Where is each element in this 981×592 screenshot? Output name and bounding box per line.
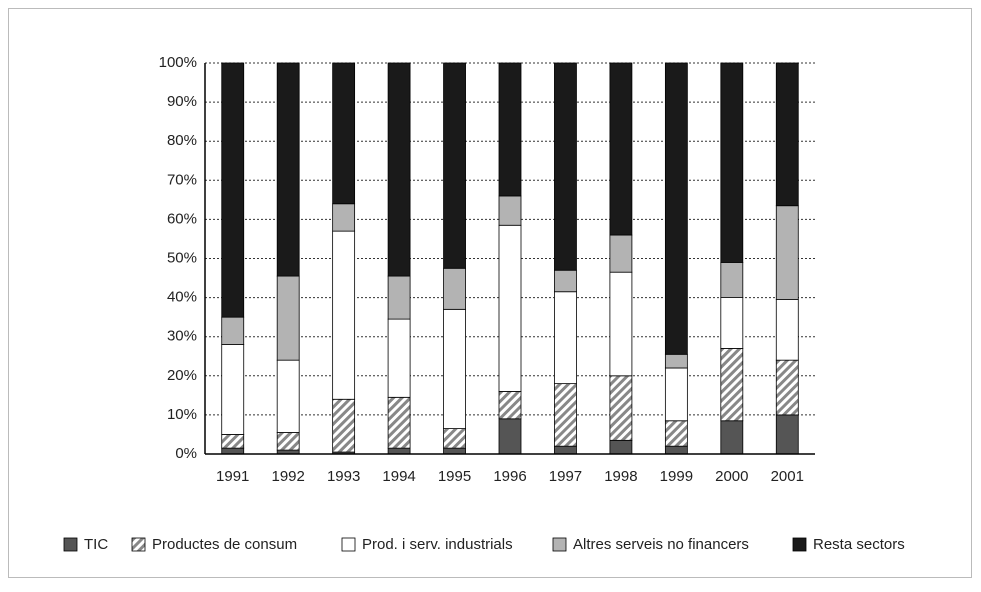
y-tick-label: 10% bbox=[167, 406, 197, 423]
bar-segment bbox=[221, 344, 245, 435]
bar-segment bbox=[332, 62, 356, 205]
x-tick-label: 1991 bbox=[216, 468, 249, 485]
bar-segment bbox=[609, 234, 633, 273]
y-tick-label: 40% bbox=[167, 289, 197, 306]
bar-segment bbox=[387, 396, 411, 449]
bar-segment bbox=[609, 375, 633, 441]
legend-swatch bbox=[341, 537, 356, 552]
bar-segment bbox=[498, 391, 522, 420]
y-tick-label: 90% bbox=[167, 93, 197, 110]
y-tick-label: 50% bbox=[167, 249, 197, 266]
bar-segment bbox=[387, 318, 411, 398]
x-tick-label: 1993 bbox=[327, 468, 360, 485]
bar-segment bbox=[609, 62, 633, 236]
y-tick-label: 100% bbox=[159, 54, 197, 71]
bar-segment bbox=[443, 428, 466, 449]
bar-segment bbox=[443, 62, 466, 269]
bar-segment bbox=[498, 195, 522, 226]
bar-segment bbox=[443, 447, 466, 455]
x-tick-label: 1998 bbox=[604, 468, 637, 485]
bar-segment bbox=[332, 230, 356, 400]
y-tick-label: 30% bbox=[167, 328, 197, 345]
bar-segment bbox=[443, 308, 466, 429]
bar-segment bbox=[276, 62, 300, 277]
bar-segment bbox=[609, 271, 633, 377]
bar-segment bbox=[775, 359, 799, 416]
bar-segment bbox=[443, 267, 466, 310]
bar-segment bbox=[221, 447, 245, 455]
bar-segment bbox=[554, 383, 577, 447]
bar-segment bbox=[664, 62, 688, 355]
legend-swatch bbox=[131, 537, 146, 552]
x-tick-label: 1994 bbox=[382, 468, 415, 485]
bar-segment bbox=[276, 275, 300, 361]
bar-segment bbox=[664, 353, 688, 369]
x-tick-label: 1997 bbox=[549, 468, 582, 485]
legend-label: Productes de consum bbox=[152, 536, 297, 553]
bar-segment bbox=[720, 348, 744, 422]
legend-label: TIC bbox=[84, 536, 108, 553]
y-tick-label: 80% bbox=[167, 132, 197, 149]
bar-segment bbox=[387, 62, 411, 277]
x-tick-label: 1999 bbox=[660, 468, 693, 485]
bar-segment bbox=[554, 62, 577, 271]
x-tick-label: 1996 bbox=[493, 468, 526, 485]
bar-segment bbox=[498, 62, 522, 197]
legend-swatch bbox=[792, 537, 807, 552]
bar-segment bbox=[775, 414, 799, 455]
bar-segment bbox=[276, 432, 300, 451]
bar-segment bbox=[664, 420, 688, 447]
legend-label: Altres serveis no financers bbox=[573, 536, 749, 553]
y-tick-label: 60% bbox=[167, 210, 197, 227]
x-tick-label: 1992 bbox=[271, 468, 304, 485]
bar-segment bbox=[720, 262, 744, 299]
legend-swatch bbox=[63, 537, 78, 552]
bar-segment bbox=[775, 299, 799, 361]
bar-segment bbox=[720, 62, 744, 263]
bar-segment bbox=[720, 420, 744, 455]
bar-segment bbox=[221, 434, 245, 449]
bar-segment bbox=[221, 316, 245, 345]
bar-segment bbox=[221, 62, 245, 318]
legend-label: Prod. i serv. industrials bbox=[362, 536, 513, 553]
bar-segment bbox=[554, 269, 577, 293]
legend-label: Resta sectors bbox=[813, 536, 905, 553]
bar-segment bbox=[332, 398, 356, 453]
bar-segment bbox=[664, 445, 688, 455]
y-tick-label: 20% bbox=[167, 367, 197, 384]
bar-segment bbox=[332, 203, 356, 232]
bar-segment bbox=[720, 297, 744, 349]
bar-segment bbox=[664, 367, 688, 422]
bar-segment bbox=[609, 439, 633, 455]
bar-segment bbox=[775, 62, 799, 207]
frame bbox=[8, 8, 972, 578]
bar-segment bbox=[498, 224, 522, 392]
x-tick-label: 2001 bbox=[771, 468, 804, 485]
bar-segment bbox=[276, 359, 300, 433]
bar-segment bbox=[387, 447, 411, 455]
bar-segment bbox=[775, 205, 799, 300]
y-tick-label: 70% bbox=[167, 171, 197, 188]
legend-swatch bbox=[552, 537, 567, 552]
bar-segment bbox=[554, 291, 577, 385]
bar-segment bbox=[387, 275, 411, 320]
bar-segment bbox=[498, 418, 522, 455]
y-tick-label: 0% bbox=[175, 445, 197, 462]
bar-segment bbox=[554, 445, 577, 455]
x-tick-label: 1995 bbox=[438, 468, 471, 485]
x-tick-label: 2000 bbox=[715, 468, 748, 485]
